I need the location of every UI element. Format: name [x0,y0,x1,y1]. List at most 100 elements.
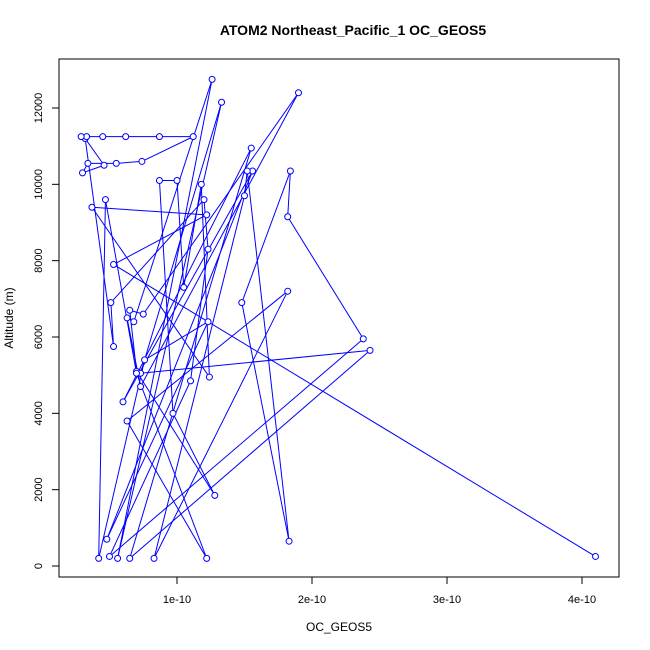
data-point [100,161,108,169]
data-point [204,318,212,326]
data-point [123,314,131,322]
series-segment [140,349,371,374]
series-segment [153,195,245,559]
series-segment [203,199,209,250]
series-segment [287,170,291,217]
data-point [243,167,251,175]
data-point [122,133,130,141]
data-point [295,89,302,97]
data-point [112,159,120,167]
data-point [204,245,212,253]
series-segment [241,302,290,542]
series-segment [244,170,248,196]
series-segment [176,180,185,288]
y-tick-label: 6000 [33,325,45,349]
x-axis-label: OC_GEOS5 [306,620,372,634]
series-segment [287,216,364,340]
data-point [285,537,293,545]
data-point [173,177,181,185]
series-segment [109,338,364,557]
series-segment [136,371,216,496]
series-segment [172,413,216,496]
series-segment [241,170,291,303]
y-tick-label: 0 [33,563,45,569]
data-point [150,554,158,562]
series-segment [106,321,209,540]
data-point [238,299,246,307]
data-point [211,491,219,499]
series-segment [109,380,191,557]
series-segment [153,290,289,559]
data-point [133,369,140,377]
series-segment [133,79,213,322]
series-segment [110,199,205,303]
y-tick-label: 2000 [33,477,45,501]
series-segment [141,136,194,162]
data-point [137,383,145,391]
data-point [284,287,292,295]
series-segment [129,147,252,559]
series-segment [126,290,289,422]
data-point [126,306,134,314]
series-line [81,79,596,559]
data-point [141,356,149,364]
x-tick-label: 4e-10 [568,594,596,606]
series-segment [110,302,115,347]
data-point [218,98,226,106]
data-point [286,167,294,175]
data-point [101,196,109,204]
data-point [84,159,92,167]
series-segment [98,359,146,559]
data-point [241,192,248,200]
data-point [126,554,134,562]
series-segment [158,180,174,414]
series-segment [140,102,223,374]
y-axis: 0 2000 4000 6000 8000 10000 12000 [33,93,60,569]
data-point [103,535,111,543]
data-point [79,169,86,177]
chart-title: ATOM2 Northeast_Pacific_1 OC_GEOS5 [220,22,487,38]
series-segment [246,170,290,542]
y-tick-label: 10000 [33,169,45,200]
data-point [200,196,208,204]
series-segment [91,206,207,216]
data-point [592,552,599,560]
series-segment [106,170,254,540]
y-tick-label: 8000 [33,248,45,272]
series-segment [84,138,115,347]
data-point [110,260,118,268]
data-point [155,133,163,141]
data-point [205,373,213,381]
data-point [107,299,115,307]
series-segment [98,199,106,559]
data-point [114,554,122,562]
series-segment [82,164,105,174]
data-point [99,133,107,141]
data-point [95,554,103,562]
x-axis: 1e-10 2e-10 3e-10 4e-10 [163,576,596,606]
series-segment [129,349,371,559]
data-point [123,417,131,425]
data-point [106,552,113,560]
data-point [139,310,147,318]
series-points [77,75,599,562]
data-point [203,211,211,219]
data-point [359,335,367,343]
data-point [130,318,138,326]
data-point [155,177,163,185]
series-segment [113,264,596,557]
series-segment [116,160,142,164]
data-point [284,213,292,221]
x-tick-label: 1e-10 [163,594,191,606]
series-segment [140,92,299,387]
series-segment [142,92,299,315]
data-point [169,409,177,417]
y-tick-label: 12000 [33,93,45,124]
data-point [180,283,188,291]
series-segment [84,138,105,166]
data-point [208,75,216,83]
data-point [138,157,146,165]
data-point [187,377,194,385]
data-point [110,343,118,351]
series-segment [126,420,208,559]
